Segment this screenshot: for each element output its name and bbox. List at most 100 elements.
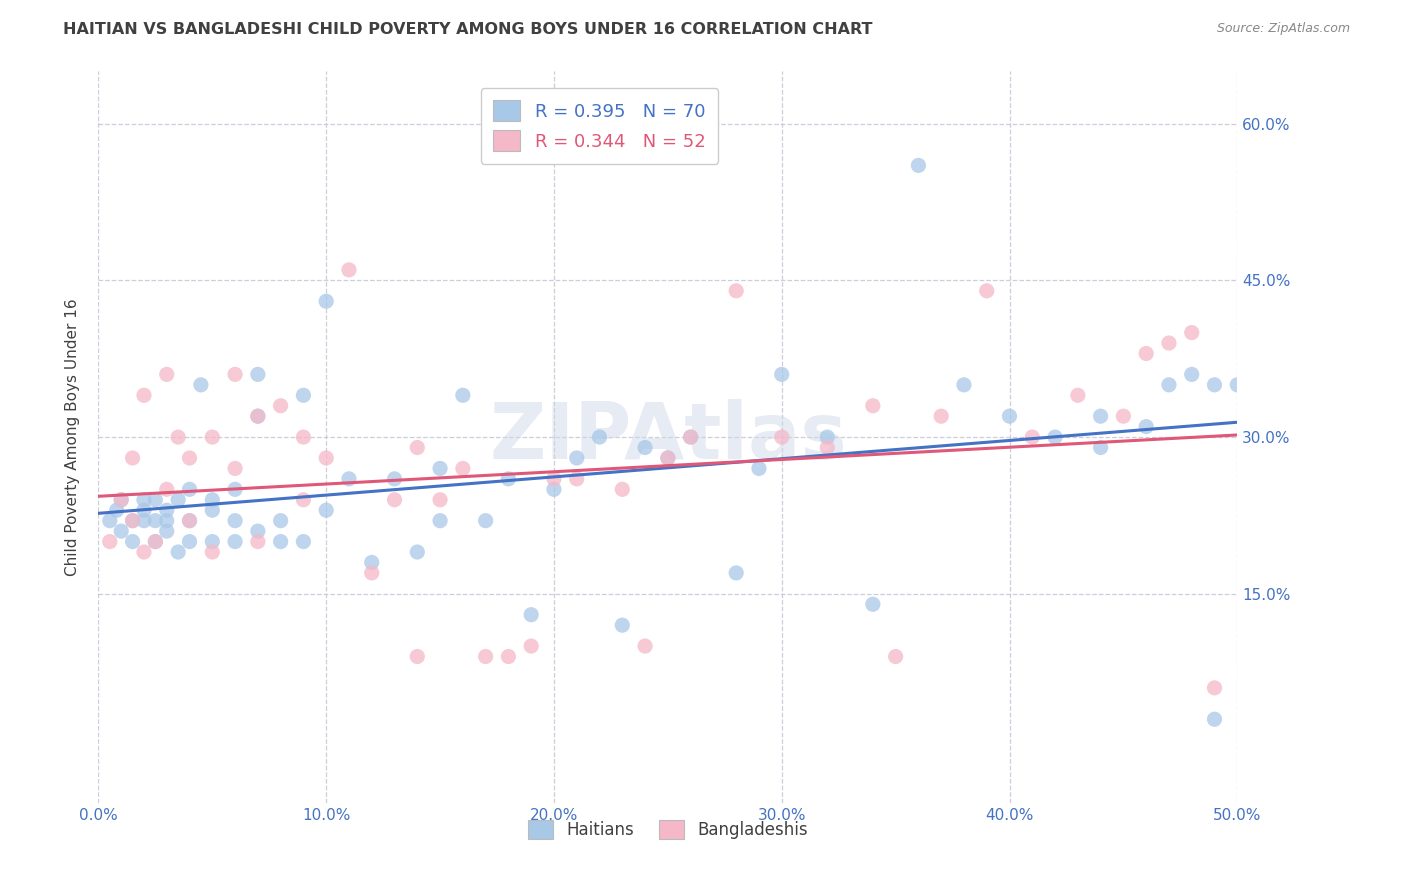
Point bbox=[145, 514, 167, 528]
Point bbox=[429, 461, 451, 475]
Point bbox=[907, 158, 929, 172]
Y-axis label: Child Poverty Among Boys Under 16: Child Poverty Among Boys Under 16 bbox=[65, 298, 80, 576]
Point bbox=[1181, 368, 1204, 382]
Point bbox=[179, 483, 201, 497]
Point bbox=[1090, 441, 1112, 455]
Point bbox=[179, 514, 201, 528]
Point bbox=[145, 534, 167, 549]
Point bbox=[224, 483, 246, 497]
Point bbox=[121, 514, 143, 528]
Point bbox=[201, 492, 224, 507]
Legend: Haitians, Bangladeshis: Haitians, Bangladeshis bbox=[522, 814, 814, 846]
Point bbox=[862, 399, 884, 413]
Point bbox=[315, 450, 337, 465]
Point bbox=[429, 514, 451, 528]
Point bbox=[406, 441, 429, 455]
Point bbox=[132, 514, 155, 528]
Point bbox=[429, 492, 451, 507]
Point bbox=[167, 430, 190, 444]
Point bbox=[862, 597, 884, 611]
Point bbox=[770, 368, 793, 382]
Point bbox=[156, 503, 179, 517]
Point bbox=[132, 545, 155, 559]
Point bbox=[337, 263, 360, 277]
Point bbox=[121, 534, 143, 549]
Point bbox=[725, 284, 748, 298]
Point bbox=[156, 514, 179, 528]
Point bbox=[132, 492, 155, 507]
Point bbox=[679, 430, 702, 444]
Point bbox=[105, 503, 128, 517]
Point bbox=[246, 409, 269, 424]
Point bbox=[145, 534, 167, 549]
Point bbox=[406, 545, 429, 559]
Point bbox=[132, 388, 155, 402]
Point bbox=[224, 514, 246, 528]
Point bbox=[224, 534, 246, 549]
Point bbox=[121, 514, 143, 528]
Point bbox=[121, 450, 143, 465]
Point bbox=[657, 450, 679, 465]
Point bbox=[337, 472, 360, 486]
Point bbox=[292, 492, 315, 507]
Point bbox=[292, 534, 315, 549]
Point bbox=[451, 388, 474, 402]
Point bbox=[498, 472, 520, 486]
Point bbox=[634, 441, 657, 455]
Point bbox=[498, 649, 520, 664]
Point bbox=[179, 514, 201, 528]
Point bbox=[384, 472, 406, 486]
Point bbox=[246, 524, 269, 538]
Point bbox=[1204, 712, 1226, 726]
Point bbox=[201, 503, 224, 517]
Point bbox=[315, 294, 337, 309]
Point bbox=[190, 377, 212, 392]
Point bbox=[384, 492, 406, 507]
Point bbox=[1157, 377, 1180, 392]
Point bbox=[1181, 326, 1204, 340]
Point bbox=[565, 450, 588, 465]
Point bbox=[167, 492, 190, 507]
Point bbox=[110, 492, 132, 507]
Point bbox=[520, 607, 543, 622]
Text: HAITIAN VS BANGLADESHI CHILD POVERTY AMONG BOYS UNDER 16 CORRELATION CHART: HAITIAN VS BANGLADESHI CHILD POVERTY AMO… bbox=[63, 22, 873, 37]
Point bbox=[246, 368, 269, 382]
Point bbox=[1043, 430, 1066, 444]
Point bbox=[292, 430, 315, 444]
Point bbox=[224, 368, 246, 382]
Point bbox=[474, 649, 496, 664]
Point bbox=[1090, 409, 1112, 424]
Text: ZIPAtlas: ZIPAtlas bbox=[489, 399, 846, 475]
Point bbox=[543, 483, 565, 497]
Point bbox=[360, 566, 382, 580]
Point bbox=[132, 503, 155, 517]
Point bbox=[953, 377, 976, 392]
Point bbox=[179, 450, 201, 465]
Point bbox=[145, 492, 167, 507]
Point bbox=[657, 450, 679, 465]
Point bbox=[270, 399, 292, 413]
Point bbox=[156, 368, 179, 382]
Point bbox=[315, 503, 337, 517]
Point bbox=[976, 284, 998, 298]
Point bbox=[224, 461, 246, 475]
Point bbox=[246, 409, 269, 424]
Point bbox=[929, 409, 952, 424]
Point bbox=[474, 514, 496, 528]
Point bbox=[884, 649, 907, 664]
Point bbox=[520, 639, 543, 653]
Point bbox=[110, 492, 132, 507]
Point bbox=[543, 472, 565, 486]
Text: Source: ZipAtlas.com: Source: ZipAtlas.com bbox=[1216, 22, 1350, 36]
Point bbox=[1204, 377, 1226, 392]
Point bbox=[201, 545, 224, 559]
Point bbox=[725, 566, 748, 580]
Point bbox=[406, 649, 429, 664]
Point bbox=[156, 483, 179, 497]
Point bbox=[156, 524, 179, 538]
Point bbox=[770, 430, 793, 444]
Point bbox=[1157, 336, 1180, 351]
Point bbox=[201, 430, 224, 444]
Point bbox=[1204, 681, 1226, 695]
Point bbox=[634, 639, 657, 653]
